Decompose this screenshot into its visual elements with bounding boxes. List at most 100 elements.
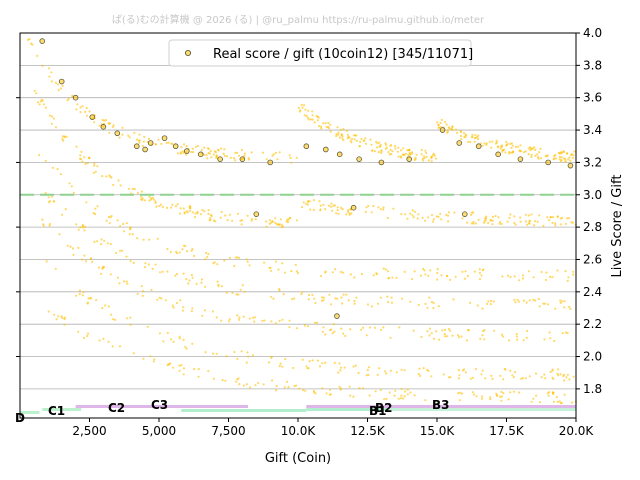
data-point-843 [544, 302, 547, 305]
highlight-point-8 [147, 140, 154, 146]
data-point-1157 [339, 366, 343, 369]
data-point-806 [482, 268, 485, 271]
data-point-1347 [118, 345, 122, 348]
data-point-1024 [465, 339, 468, 342]
data-point-1288 [86, 332, 90, 335]
data-point-350 [436, 121, 439, 124]
data-point-416 [462, 132, 466, 135]
data-point-173 [406, 149, 409, 152]
data-point-1299 [409, 391, 412, 394]
data-point-1084 [172, 306, 175, 309]
data-point-779 [517, 279, 521, 282]
data-point-1210 [354, 364, 357, 367]
data-point-686 [514, 223, 517, 226]
data-point-870 [175, 272, 179, 276]
y-axis-ticks: 1.8 2.0 2.2 2.4 2.6 2.8 3.0 3.2 3.4 3.6 3.8 4.0 [576, 26, 602, 396]
rank-band-c3 [181, 409, 307, 412]
data-point-257 [359, 140, 362, 143]
data-point-943 [239, 288, 242, 291]
data-point-354 [474, 134, 477, 137]
data-point-1266 [471, 391, 475, 394]
y-tick-label-6: 3.0 [583, 188, 602, 202]
data-point-1 [196, 144, 199, 148]
data-point-222 [337, 131, 340, 134]
data-point-968 [154, 263, 157, 266]
data-point-282 [534, 154, 537, 157]
data-point-127 [235, 151, 238, 155]
data-point-1311 [262, 383, 265, 386]
rank-label-b2: B2 [375, 401, 393, 415]
data-point-36 [191, 147, 194, 150]
data-point-1161 [556, 372, 559, 375]
y-tick-label-4: 2.6 [583, 252, 602, 266]
x-tick-label-1: 5,000 [142, 424, 176, 438]
data-point-619 [340, 206, 343, 209]
data-point-1181 [337, 371, 340, 374]
data-point-266 [408, 148, 411, 151]
data-point-25 [212, 153, 215, 156]
data-point-1381 [348, 385, 351, 388]
data-point-277 [420, 148, 423, 151]
data-point-925 [272, 297, 275, 300]
data-point-1214 [551, 376, 554, 379]
data-point-197 [307, 118, 310, 121]
data-point-100 [181, 150, 184, 153]
data-point-383 [553, 157, 556, 160]
data-point-797 [193, 254, 196, 258]
data-point-963 [61, 213, 64, 216]
data-point-1134 [457, 377, 460, 380]
data-point-1314 [61, 316, 64, 320]
data-point-1009 [508, 339, 511, 342]
data-point-765 [122, 222, 125, 226]
data-point-425 [93, 164, 96, 167]
data-point-744 [466, 274, 469, 278]
data-point-537 [280, 224, 284, 227]
data-point-859 [341, 302, 344, 305]
data-point-252 [306, 116, 309, 119]
data-point-1095 [548, 331, 551, 334]
data-point-1091 [525, 329, 529, 333]
data-point-906 [342, 293, 345, 296]
data-point-1061 [566, 332, 569, 335]
data-point-499 [183, 212, 186, 215]
data-point-1050 [253, 316, 257, 319]
y-tick-label-1: 2.0 [583, 350, 602, 364]
data-point-269 [311, 114, 314, 117]
data-point-510 [278, 223, 281, 226]
data-point-860 [100, 243, 103, 246]
data-point-588 [347, 210, 350, 213]
data-point-433 [65, 135, 68, 138]
data-point-166 [422, 155, 426, 158]
data-point-1323 [404, 390, 407, 393]
data-point-40 [157, 138, 160, 141]
data-point-524 [148, 199, 151, 202]
data-point-617 [309, 208, 312, 211]
data-point-566 [565, 222, 568, 225]
data-point-1237 [281, 365, 284, 368]
data-point-583 [559, 217, 562, 220]
data-point-106 [36, 54, 39, 58]
highlight-point-13 [217, 156, 223, 162]
data-point-818 [116, 219, 119, 222]
data-point-1379 [328, 388, 331, 391]
data-point-699 [513, 215, 516, 218]
data-point-1170 [45, 260, 48, 263]
data-point-970 [569, 307, 572, 310]
data-point-777 [446, 274, 449, 278]
data-point-534 [158, 204, 161, 208]
data-point-887 [159, 271, 162, 274]
data-point-1357 [63, 323, 66, 326]
data-point-1102 [467, 329, 470, 332]
data-point-831 [92, 212, 95, 215]
data-point-794 [263, 261, 266, 264]
data-point-1142 [107, 305, 110, 308]
data-point-1180 [321, 362, 324, 365]
data-point-501 [179, 207, 182, 210]
data-point-55 [88, 110, 91, 113]
data-point-1164 [204, 351, 207, 354]
data-point-807 [436, 268, 439, 271]
data-point-207 [362, 139, 365, 142]
data-point-121 [223, 148, 226, 151]
y-tick-label-7: 3.2 [583, 155, 602, 169]
data-point-594 [519, 220, 522, 223]
